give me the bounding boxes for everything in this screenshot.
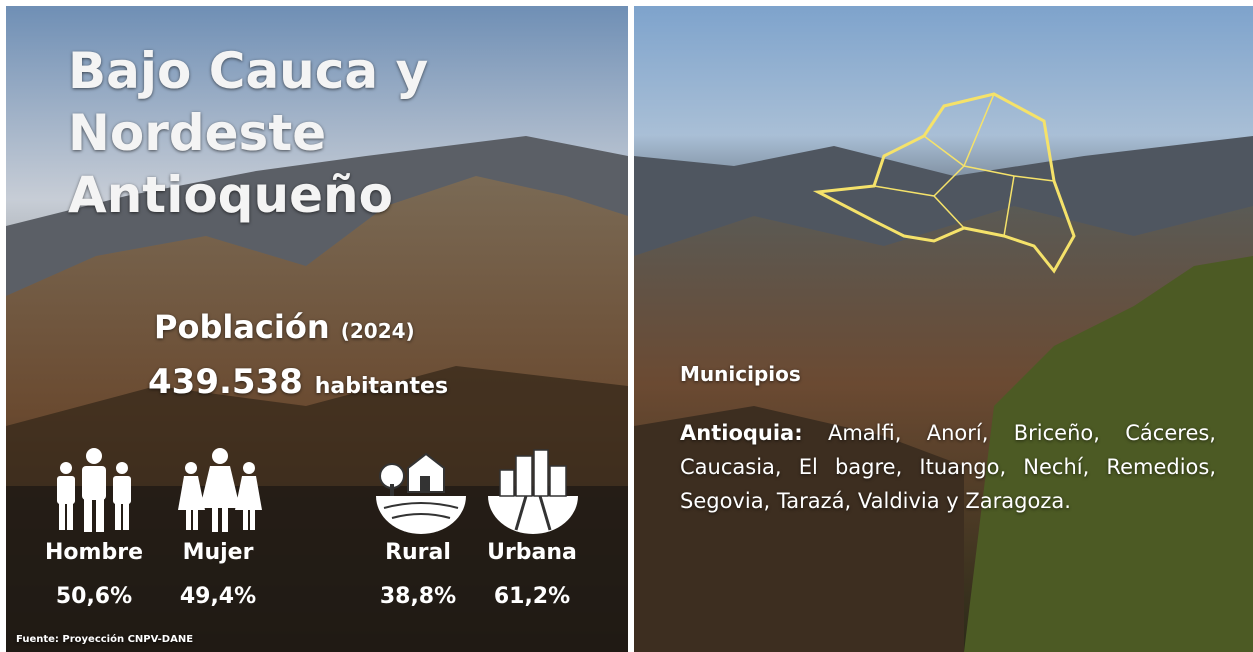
- stat-value: 61,2%: [493, 584, 571, 609]
- men-icon: [57, 448, 131, 532]
- left-panel: Bajo Cauca y Nordeste Antioqueño Poblaci…: [6, 6, 628, 652]
- right-panel: Municipios Antioquia: Amalfi, Anorí, Bri…: [634, 6, 1253, 652]
- population-year: (2024): [340, 319, 415, 343]
- municipios-prefix: Antioquia:: [680, 421, 803, 445]
- stat-label: Mujer: [182, 540, 254, 565]
- municipios-heading: Municipios: [680, 362, 801, 386]
- stat-value: 49,4%: [179, 584, 257, 609]
- population-label-text: Población: [154, 308, 330, 346]
- mountain-background: [634, 6, 1253, 652]
- municipios-list: Amalfi, Anorí, Briceño, Cáceres, Caucasi…: [680, 421, 1216, 513]
- population-label: Población (2024): [154, 308, 415, 346]
- population-value: 439.538 habitantes: [148, 362, 448, 402]
- divider: [628, 0, 634, 652]
- stat-value: 38,8%: [379, 584, 457, 609]
- rural-icon: [376, 452, 466, 534]
- stat-label: Hombre: [45, 540, 143, 565]
- stat-label: Urbana: [487, 540, 577, 565]
- women-icon: [178, 448, 262, 532]
- title: Bajo Cauca y Nordeste Antioqueño: [68, 40, 428, 226]
- title-line: Antioqueño: [68, 166, 393, 224]
- title-line: Nordeste: [68, 104, 327, 162]
- title-line: Bajo Cauca y: [68, 42, 429, 100]
- stat-label: Rural: [385, 540, 451, 565]
- stat-value: 50,6%: [55, 584, 133, 609]
- urban-icon: [488, 449, 578, 534]
- source: Fuente: Proyección CNPV-DANE: [16, 634, 194, 645]
- population-unit: habitantes: [314, 374, 449, 399]
- population-number: 439.538: [148, 362, 303, 402]
- municipios-text: Antioquia: Amalfi, Anorí, Briceño, Cácer…: [680, 416, 1216, 518]
